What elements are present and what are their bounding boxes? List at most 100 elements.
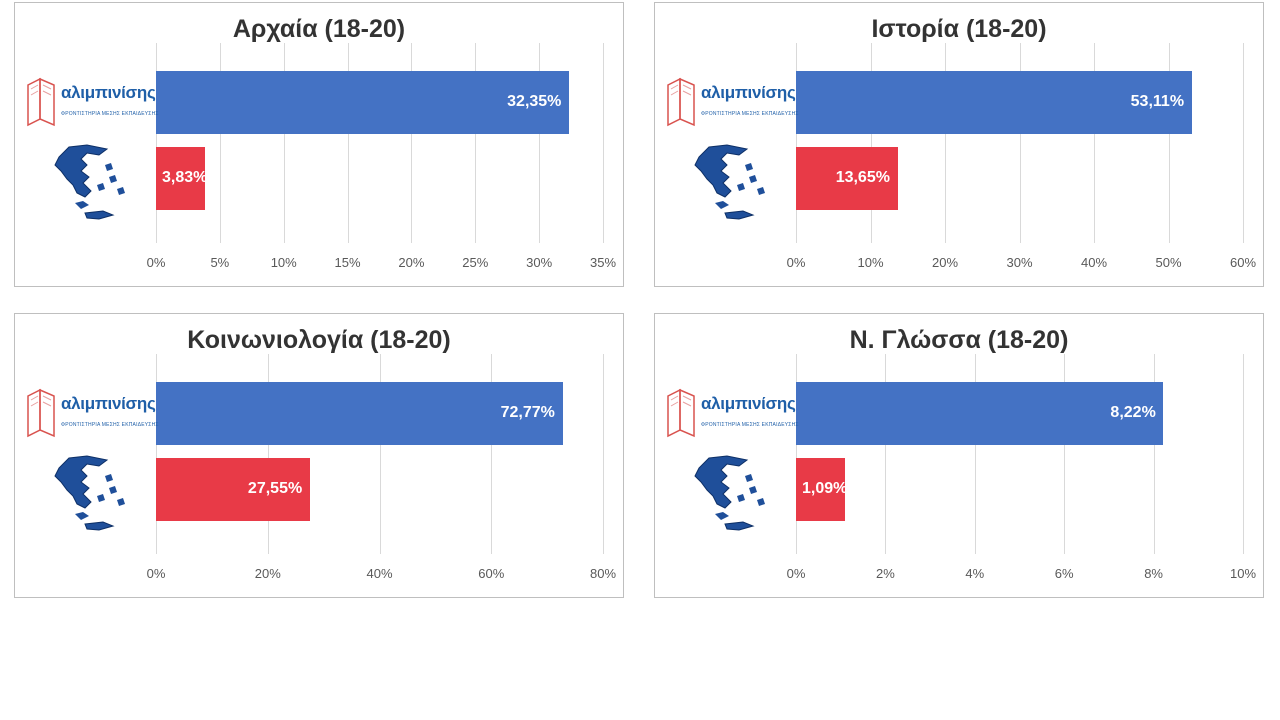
greece-map-icon — [694, 455, 765, 531]
gridline — [491, 354, 493, 554]
chart-panel-ancient-greek: Αρχαία (18-20) 0% 5% 10% 15% 20% 25% 30% 35% 32,… — [14, 2, 624, 287]
logo-wordmark: αλιμπινίσης — [701, 394, 796, 413]
greece-map-icon — [54, 144, 125, 220]
gridline — [974, 354, 976, 554]
national-bar — [796, 458, 845, 521]
x-tick-label: 35% — [589, 255, 617, 270]
gridline — [1064, 354, 1066, 554]
gridline — [796, 354, 797, 554]
plot-area: 0% 20% 40% 60% 80% 72,77% 27,55% — [15, 314, 623, 597]
book-logo-icon — [667, 388, 695, 438]
chart-panel-history: Ιστορία (18-20) 0% 10% 20% 30% 40% 50% 60% 53,1… — [654, 2, 1264, 287]
school-logo: αλιμπινίσης ΦΡΟΝΤΙΣΤΗΡΙΑ ΜΕΣΗΣ ΕΚΠΑΙΔΕΥΣ… — [25, 386, 159, 442]
x-tick-label: 4% — [965, 566, 985, 581]
gridline — [885, 354, 887, 554]
x-tick-label: 20% — [254, 566, 281, 581]
gridline — [603, 43, 604, 243]
bar-value-label: 27,55% — [247, 480, 303, 497]
chart-title: Κοινωνιολογία (18-20) — [187, 326, 451, 354]
x-tick-label: 60% — [478, 566, 505, 581]
x-tick-label: 0% — [146, 255, 166, 270]
x-tick-label: 2% — [875, 566, 895, 581]
school-logo: αλιμπινίσης ΦΡΟΝΤΙΣΤΗΡΙΑ ΜΕΣΗΣ ΕΚΠΑΙΔΕΥΣ… — [665, 386, 799, 442]
x-tick-label: 10% — [270, 255, 297, 270]
plot-area: 0% 10% 20% 30% 40% 50% 60% 53,11% 13,65% — [655, 3, 1263, 286]
x-tick-label: 6% — [1054, 566, 1074, 581]
gridline — [1243, 354, 1244, 554]
x-tick-label: 0% — [786, 566, 806, 581]
logo-tagline: ΦΡΟΝΤΙΣΤΗΡΙΑ ΜΕΣΗΣ ΕΚΠΑΙΔΕΥΣΗΣ — [61, 422, 159, 428]
school-logo: αλιμπινίσης ΦΡΟΝΤΙΣΤΗΡΙΑ ΜΕΣΗΣ ΕΚΠΑΙΔΕΥΣ… — [25, 75, 159, 131]
x-tick-label: 0% — [146, 566, 166, 581]
bar-value-label: 3,83% — [162, 169, 208, 186]
gridline — [539, 43, 541, 243]
x-tick-label: 8% — [1144, 566, 1163, 581]
gridline — [1094, 43, 1095, 243]
gridline — [945, 43, 946, 243]
gridline — [219, 43, 221, 243]
bar-value-label: 1,09% — [802, 480, 848, 497]
chart-title: Αρχαία (18-20) — [232, 15, 406, 43]
logo-wordmark: αλιμπινίσης — [61, 394, 156, 413]
x-tick-label: 30% — [526, 255, 553, 270]
x-tick-label: 5% — [210, 255, 230, 270]
logo-tagline: ΦΡΟΝΤΙΣΤΗΡΙΑ ΜΕΣΗΣ ΕΚΠΑΙΔΕΥΣΗΣ — [701, 422, 799, 428]
bar-value-label: 72,77% — [500, 404, 555, 421]
x-tick-label: 60% — [1229, 255, 1257, 270]
greece-map-icon — [694, 144, 765, 220]
gridline — [267, 354, 269, 554]
gridline — [1168, 43, 1170, 243]
gridline — [283, 43, 285, 243]
logo-tagline: ΦΡΟΝΤΙΣΤΗΡΙΑ ΜΕΣΗΣ ΕΚΠΑΙΔΕΥΣΗΣ — [61, 111, 159, 117]
x-tick-label: 40% — [366, 566, 393, 581]
bar-value-label: 53,11% — [1130, 93, 1185, 110]
gridline — [475, 43, 477, 243]
national-bar — [796, 147, 898, 210]
book-logo-icon — [667, 77, 695, 127]
gridline — [411, 43, 413, 243]
bar-value-label: 8,22% — [1110, 404, 1156, 421]
x-tick-label: 10% — [857, 255, 884, 270]
gridline — [1243, 43, 1244, 243]
gridline — [1153, 354, 1155, 554]
school-logo: αλιμπινίσης ΦΡΟΝΤΙΣΤΗΡΙΑ ΜΕΣΗΣ ΕΚΠΑΙΔΕΥΣ… — [665, 75, 799, 131]
bar-value-label: 32,35% — [507, 93, 562, 110]
logo-tagline: ΦΡΟΝΤΙΣΤΗΡΙΑ ΜΕΣΗΣ ΕΚΠΑΙΔΕΥΣΗΣ — [701, 111, 799, 117]
book-logo-icon — [27, 77, 55, 127]
gridline — [379, 354, 381, 554]
logo-wordmark: αλιμπινίσης — [701, 83, 796, 102]
book-logo-icon — [27, 388, 55, 438]
chart-panel-modern-greek: Ν. Γλώσσα (18-20) 0% 2% 4% 6% 8% 10% 8,22% 1,09… — [654, 313, 1264, 598]
gridline — [1019, 43, 1021, 243]
gridline — [347, 43, 349, 243]
x-tick-label: 50% — [1155, 255, 1182, 270]
chart-panel-sociology: Κοινωνιολογία (18-20) 0% 20% 40% 60% 80% 72,7… — [14, 313, 624, 598]
school-bar — [156, 71, 570, 134]
gridline — [796, 43, 797, 243]
gridline — [156, 43, 157, 243]
x-tick-label: 20% — [931, 255, 959, 270]
x-tick-label: 80% — [589, 566, 617, 581]
plot-area: 0% 2% 4% 6% 8% 10% 8,22% 1,09% — [655, 314, 1263, 597]
gridline — [870, 43, 872, 243]
school-bar — [796, 382, 1164, 445]
x-tick-label: 10% — [1229, 566, 1257, 581]
x-tick-label: 15% — [334, 255, 361, 270]
gridline — [156, 354, 157, 554]
school-bar — [796, 71, 1192, 134]
logo-wordmark: αλιμπινίσης — [61, 83, 156, 102]
x-tick-label: 30% — [1006, 255, 1033, 270]
chart-title: Ιστορία (18-20) — [871, 15, 1047, 43]
school-bar — [156, 382, 563, 445]
gridline — [603, 354, 604, 554]
x-tick-label: 25% — [462, 255, 489, 270]
national-bar — [156, 458, 310, 521]
x-tick-label: 40% — [1080, 255, 1108, 270]
bar-value-label: 13,65% — [835, 169, 890, 186]
greece-map-icon — [54, 455, 125, 531]
x-tick-label: 20% — [398, 255, 425, 270]
national-bar — [156, 147, 205, 210]
x-tick-label: 0% — [786, 255, 806, 270]
plot-area: 0% 5% 10% 15% 20% 25% 30% 35% 32,35% 3,83% — [15, 3, 623, 286]
chart-title: Ν. Γλώσσα (18-20) — [849, 326, 1069, 354]
